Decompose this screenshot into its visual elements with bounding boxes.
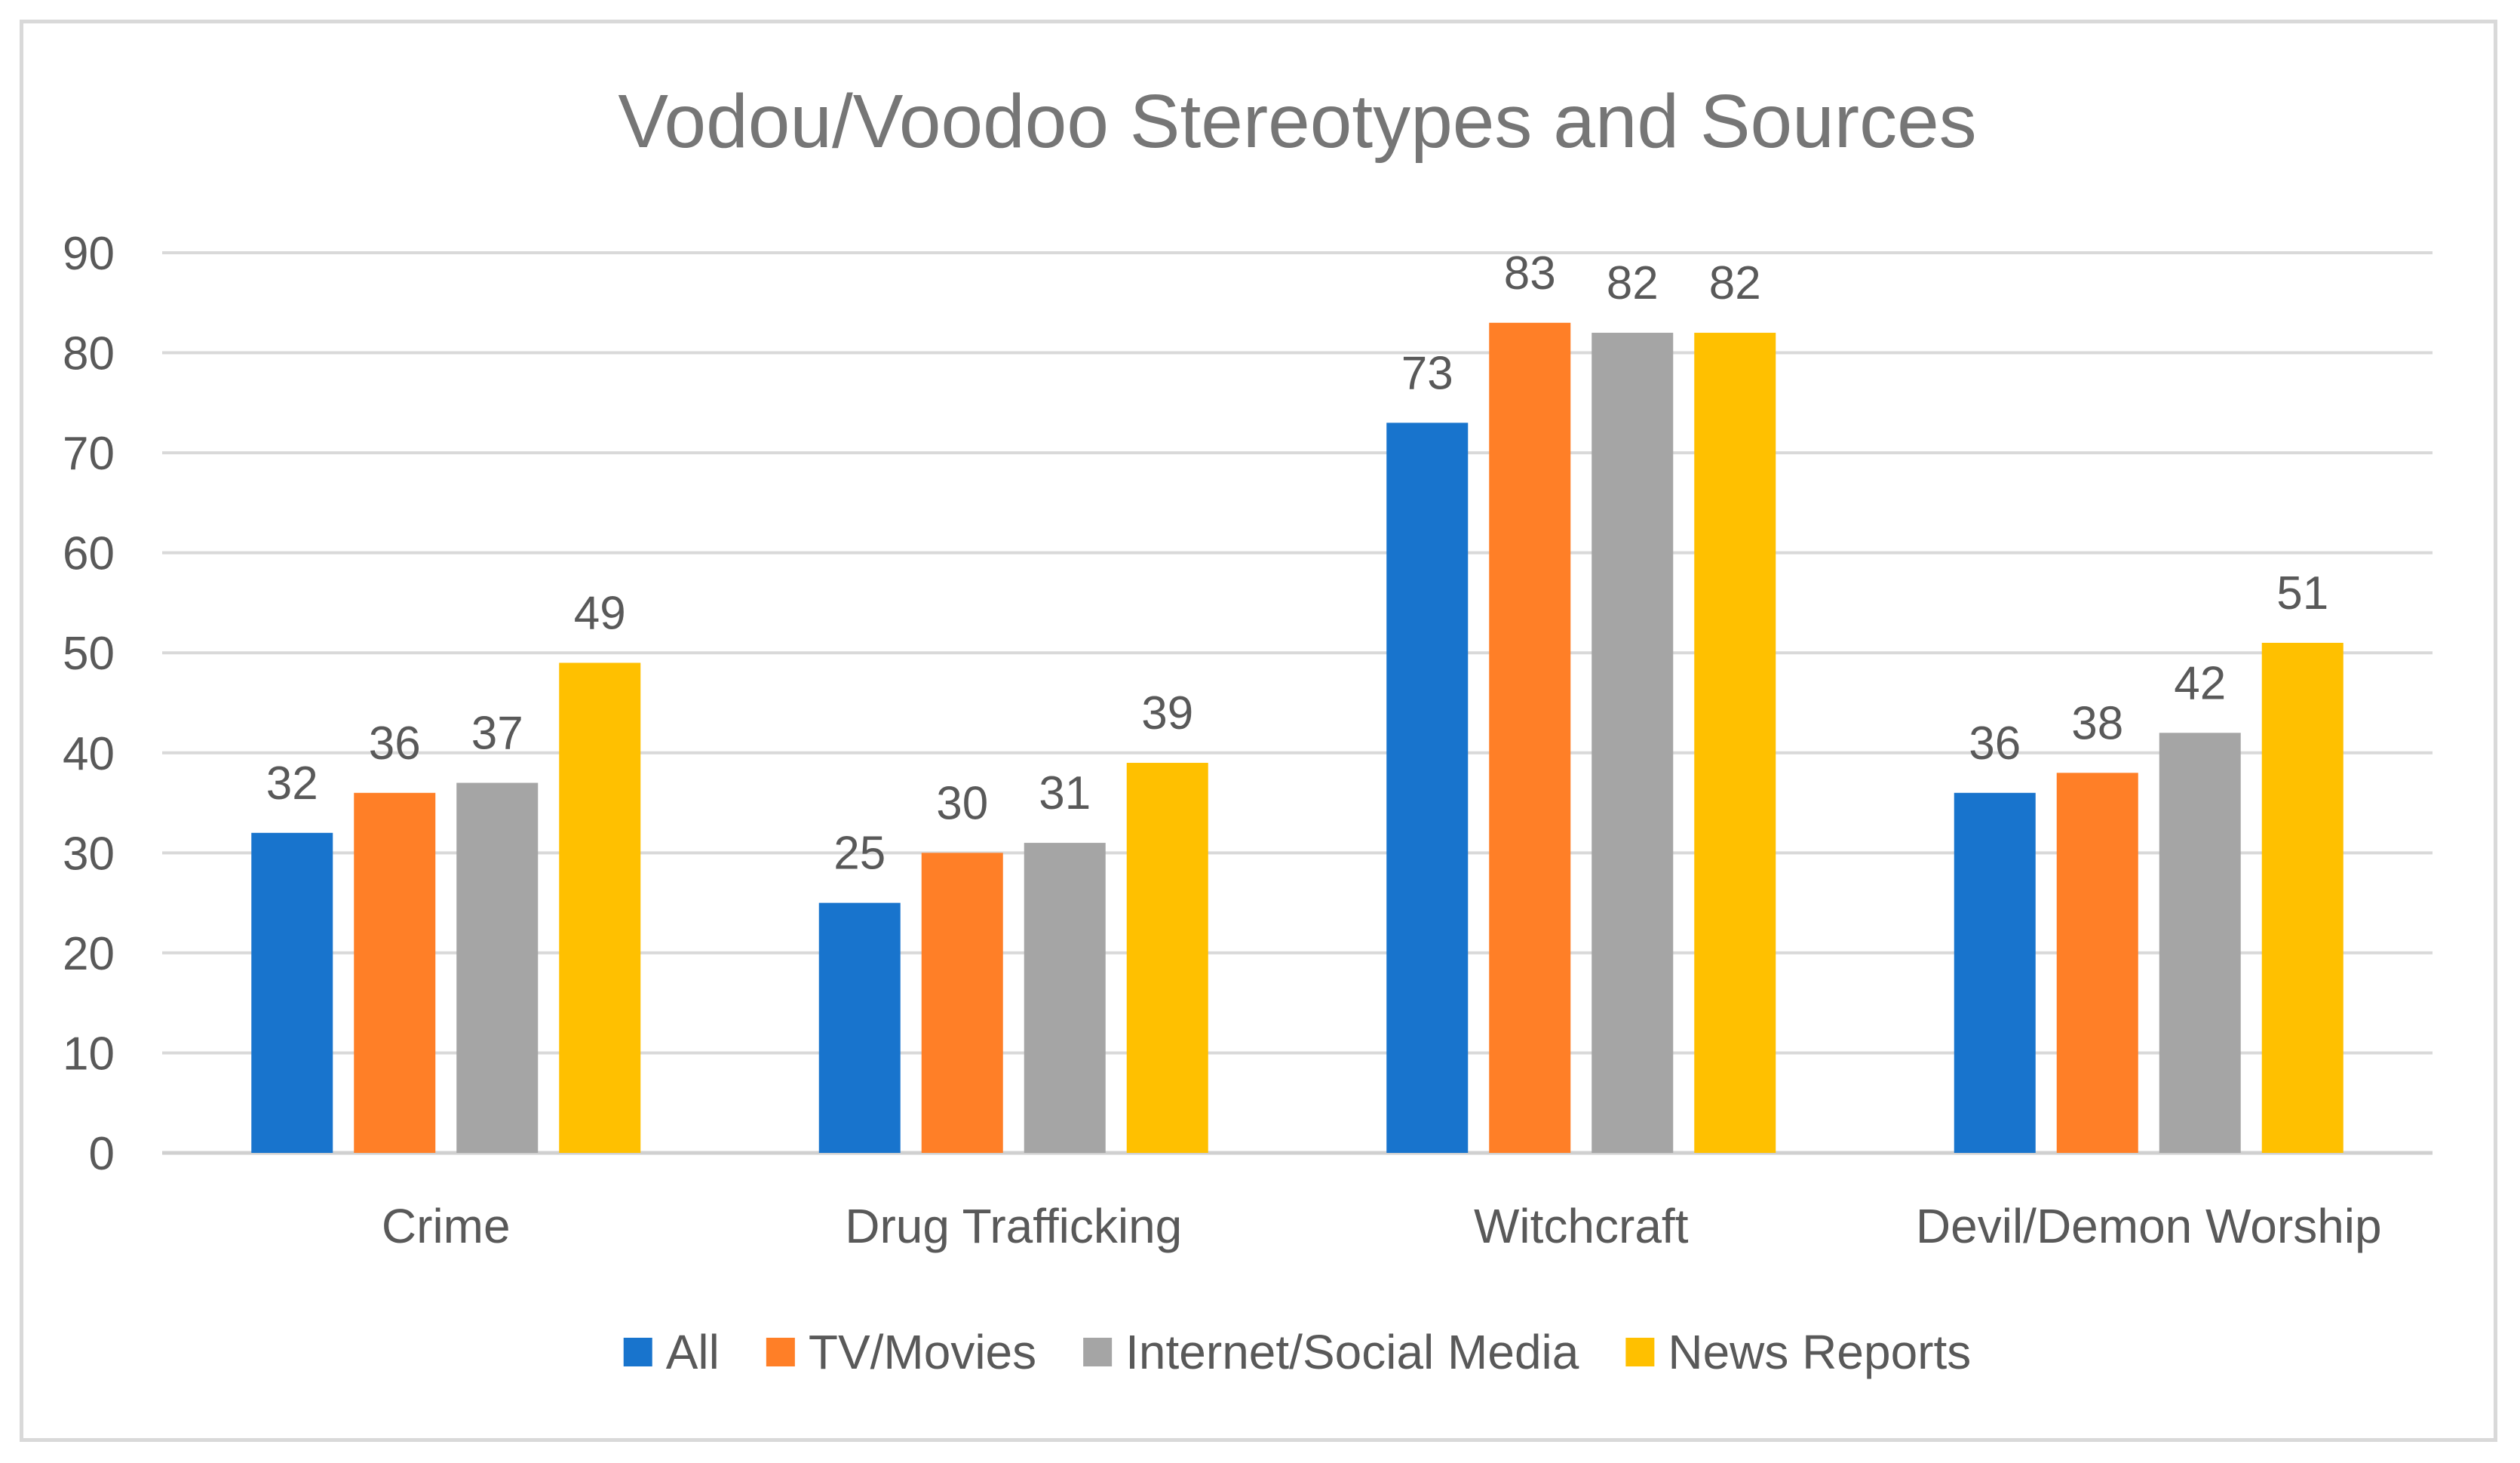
data-label: 31 [1039, 767, 1091, 819]
y-tick-label: 80 [63, 328, 115, 380]
data-label: 82 [1607, 257, 1659, 309]
bar [251, 832, 333, 1153]
x-tick-label: Drug Trafficking [845, 1199, 1182, 1253]
y-tick-label: 30 [63, 828, 115, 880]
data-label: 38 [2071, 697, 2123, 749]
data-label: 83 [1504, 247, 1556, 300]
bar [1024, 843, 1106, 1153]
data-label: 82 [1709, 257, 1761, 309]
data-label: 30 [936, 777, 988, 829]
data-label: 49 [574, 587, 626, 639]
y-tick-label: 40 [63, 728, 115, 780]
bar [1489, 322, 1571, 1154]
bar [2056, 773, 2138, 1153]
y-tick-label: 0 [89, 1128, 115, 1180]
legend-label: All [666, 1325, 720, 1379]
legend-label: TV/Movies [809, 1325, 1036, 1379]
y-axis-ticks: 0 10 20 30 40 50 60 70 80 90 [63, 228, 115, 1180]
data-label: 36 [369, 718, 421, 770]
data-label: 51 [2276, 567, 2328, 619]
bar [354, 792, 436, 1153]
x-tick-label: Crime [382, 1199, 511, 1253]
bar [456, 782, 539, 1153]
y-tick-label: 10 [63, 1028, 115, 1080]
bar [1954, 792, 2036, 1153]
legend-swatch [1083, 1338, 1113, 1366]
legend-swatch [623, 1338, 652, 1366]
bar [818, 902, 901, 1153]
y-tick-label: 50 [63, 628, 115, 680]
data-label: 42 [2174, 657, 2226, 709]
y-tick-label: 20 [63, 928, 115, 980]
chart-frame [20, 20, 2497, 1442]
bar [1591, 333, 1674, 1153]
bar [921, 853, 1003, 1153]
bar [1126, 763, 1208, 1153]
data-labels: 32 36 37 49 25 30 31 39 73 83 82 82 36 38 42 51 [266, 247, 2328, 880]
bar [2261, 642, 2344, 1153]
y-tick-label: 70 [63, 428, 115, 480]
bar [1386, 423, 1469, 1153]
bar [1694, 333, 1776, 1153]
data-label: 39 [1141, 687, 1193, 739]
y-tick-label: 60 [63, 528, 115, 580]
bar [559, 662, 641, 1153]
x-tick-label: Witchcraft [1474, 1199, 1689, 1253]
legend-label: Internet/Social Media [1125, 1325, 1579, 1379]
data-label: 73 [1401, 347, 1453, 399]
legend: All TV/Movies Internet/Social Media News Re… [623, 1325, 1971, 1379]
legend-label: News Reports [1668, 1325, 1971, 1379]
chart-title: Vodou/Voodoo Stereotypes and Sources [618, 79, 1976, 164]
y-tick-label: 90 [63, 228, 115, 280]
data-label: 37 [471, 708, 523, 760]
data-label: 36 [1969, 718, 2021, 770]
x-axis-ticks: Crime Drug Trafficking Witchcraft Devil/Dem… [382, 1199, 2382, 1253]
data-label: 25 [833, 828, 886, 880]
data-label: 32 [266, 758, 318, 810]
bars [251, 322, 2344, 1154]
legend-swatch [766, 1338, 795, 1366]
x-tick-label: Devil/Demon Worship [1916, 1199, 2382, 1253]
gridlines [162, 251, 2433, 1155]
bar [2159, 733, 2241, 1153]
legend-swatch [1625, 1338, 1655, 1366]
